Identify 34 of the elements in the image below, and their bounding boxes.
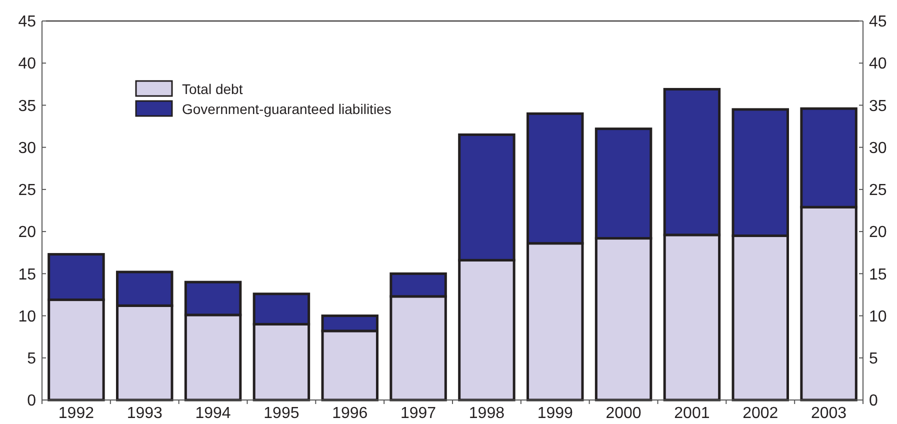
y2-tick-label: 45 — [869, 14, 887, 31]
x-tick-label: 1995 — [264, 405, 300, 422]
y-tick-label: 0 — [27, 392, 36, 410]
y-tick-label: 35 — [18, 98, 36, 115]
y2-tick-label: 30 — [869, 140, 887, 157]
y2-tick-label: 5 — [869, 350, 878, 368]
x-tick-label: 2003 — [810, 405, 847, 422]
y-tick-label: 10 — [18, 308, 36, 326]
y2-tick-label: 20 — [869, 224, 887, 242]
x-tick-label: 2000 — [606, 405, 642, 422]
x-tick-label: 2001 — [674, 405, 710, 422]
y-tick-label: 15 — [18, 266, 36, 284]
y2-tick-label: 10 — [869, 308, 887, 326]
x-tick-label: 1994 — [195, 405, 231, 422]
x-tick-label: 1998 — [468, 405, 505, 422]
y-tick-label: 40 — [18, 56, 36, 73]
y2-tick-label: 0 — [869, 392, 878, 410]
x-tick-label: 1996 — [332, 405, 368, 422]
legend-label: Total debt — [182, 80, 243, 97]
x-tick-label: 1993 — [126, 405, 163, 422]
y-tick-label: 5 — [27, 350, 36, 368]
x-tick-label: 2002 — [742, 405, 778, 422]
x-tick-label: 1997 — [400, 405, 436, 422]
x-tick-label: 1992 — [58, 405, 94, 422]
y2-tick-label: 25 — [869, 182, 887, 200]
y-tick-label: 30 — [18, 140, 36, 157]
x-tick-label: 1999 — [537, 405, 574, 422]
y-tick-label: 20 — [18, 224, 36, 242]
legend-label: Government-guaranteed liabilities — [182, 100, 392, 117]
y2-tick-label: 40 — [869, 56, 887, 73]
y2-tick-label: 35 — [869, 98, 887, 115]
y2-tick-label: 15 — [869, 266, 887, 284]
y-tick-label: 45 — [18, 14, 36, 31]
y-tick-label: 25 — [18, 182, 36, 200]
